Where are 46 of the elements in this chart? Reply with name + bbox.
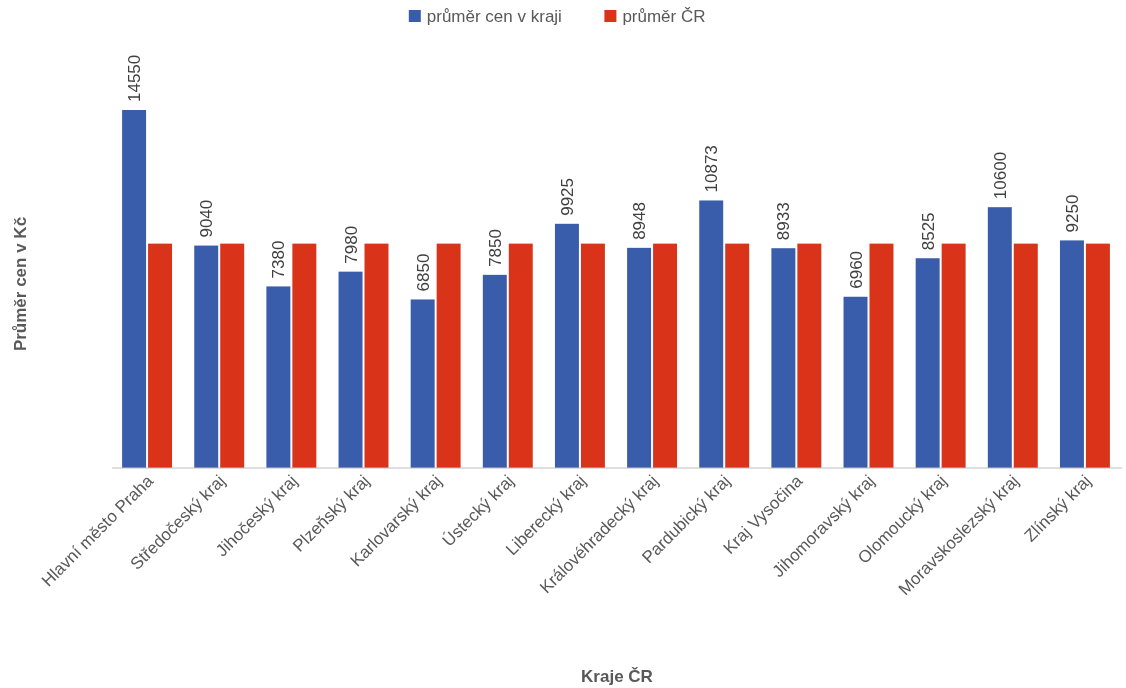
bar bbox=[148, 243, 173, 468]
data-label: 10873 bbox=[702, 145, 722, 193]
bar bbox=[266, 286, 291, 468]
bar bbox=[482, 274, 507, 468]
bar bbox=[436, 243, 461, 468]
bar bbox=[843, 296, 868, 468]
bar bbox=[580, 243, 605, 468]
bar bbox=[508, 243, 533, 468]
data-label: 7850 bbox=[485, 229, 505, 267]
bar bbox=[699, 200, 724, 468]
bar bbox=[1085, 243, 1110, 468]
data-label: 8525 bbox=[918, 212, 938, 251]
bar bbox=[915, 258, 940, 468]
y-axis-title: Průměr cen v Kč bbox=[11, 216, 30, 352]
bar bbox=[122, 110, 147, 468]
x-axis-title: Kraje ČR bbox=[581, 667, 653, 686]
data-label: 8948 bbox=[630, 202, 650, 240]
legend-label: průměr ČR bbox=[622, 7, 706, 26]
bar bbox=[987, 207, 1012, 468]
bar bbox=[338, 271, 363, 468]
data-label: 10600 bbox=[990, 151, 1010, 200]
bar bbox=[554, 223, 579, 468]
data-label: 6850 bbox=[413, 253, 433, 292]
data-label: 14550 bbox=[125, 54, 145, 102]
data-label: 7980 bbox=[341, 225, 361, 264]
legend-label: průměr cen v kraji bbox=[426, 7, 562, 26]
bar bbox=[1013, 243, 1038, 468]
bar bbox=[194, 245, 219, 468]
bar bbox=[653, 243, 678, 468]
bar bbox=[292, 243, 317, 468]
bar bbox=[627, 247, 652, 468]
bar bbox=[797, 243, 822, 468]
data-label: 9040 bbox=[197, 199, 217, 238]
bar bbox=[1059, 240, 1084, 468]
bar bbox=[869, 243, 894, 468]
data-label: 8933 bbox=[774, 202, 794, 241]
bar bbox=[725, 243, 750, 468]
bar bbox=[364, 243, 389, 468]
data-label: 7380 bbox=[269, 240, 289, 279]
bar bbox=[771, 248, 796, 468]
data-label: 9925 bbox=[557, 177, 577, 216]
data-label: 6960 bbox=[846, 250, 866, 289]
bar bbox=[941, 243, 966, 468]
bar bbox=[410, 299, 435, 468]
bar bbox=[220, 243, 245, 468]
data-label: 9250 bbox=[1062, 194, 1082, 233]
